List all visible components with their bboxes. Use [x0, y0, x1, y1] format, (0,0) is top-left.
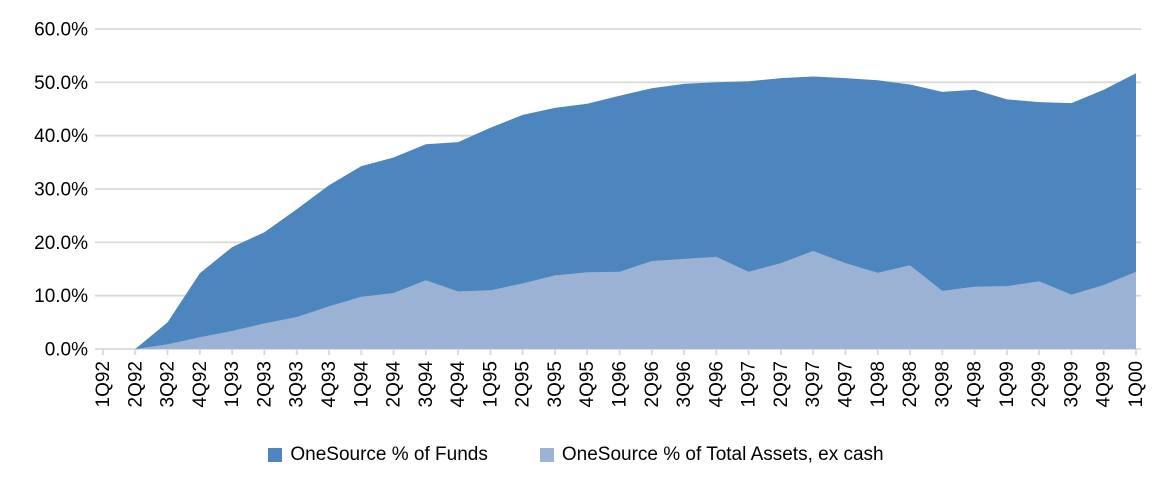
x-axis-tick-label: 1Q94	[351, 361, 372, 408]
x-axis-tick-label: 3Q92	[158, 361, 179, 407]
x-axis-tick-label: 4Q94	[448, 361, 469, 408]
x-axis-tick-label: 2Q92	[125, 361, 146, 407]
area-series-1	[103, 250, 1136, 349]
x-axis-tick-label: 3Q96	[674, 361, 695, 407]
x-axis-tick-label: 1Q00	[1126, 361, 1147, 407]
x-axis-tick-label: 4Q99	[1094, 361, 1115, 407]
x-axis-tick-label: 2Q95	[513, 361, 534, 407]
x-axis-tick-label: 1Q96	[610, 361, 631, 407]
x-axis-tick-label: 3Q97	[803, 361, 824, 407]
legend-item-funds: OneSource % of Funds	[268, 444, 488, 466]
x-axis-tick-label: 3Q99	[1061, 361, 1082, 407]
x-axis-tick-label: 1Q93	[222, 361, 243, 407]
legend-item-total-assets: OneSource % of Total Assets, ex cash	[539, 444, 884, 466]
x-axis-tick-label: 3Q95	[545, 361, 566, 407]
x-axis-tick-label: 1Q98	[868, 361, 889, 407]
legend-label-funds: OneSource % of Funds	[290, 444, 488, 465]
x-axis-tick-label: 4Q95	[577, 361, 598, 407]
y-axis-tick-label: 60.0%	[34, 20, 88, 41]
y-axis-tick-label: 10.0%	[34, 286, 88, 307]
legend-label-total-assets: OneSource % of Total Assets, ex cash	[561, 444, 884, 465]
y-axis-tick-label: 20.0%	[34, 233, 88, 254]
x-axis-tick-label: 4Q93	[319, 361, 340, 407]
y-axis-tick-label: 40.0%	[34, 126, 88, 147]
x-axis-tick-label: 2Q96	[642, 361, 663, 407]
y-axis-tick-label: 0.0%	[45, 340, 88, 361]
x-axis-tick-label: 4Q96	[706, 361, 727, 407]
legend-swatch-total-assets-icon	[539, 448, 554, 462]
area-chart: 0.0% 10.0% 20.0% 30.0% 40.0% 50.0% 60.0% 1Q92 2Q…	[34, 20, 1147, 408]
x-axis-tick-label: 1Q95	[480, 361, 501, 407]
y-axis-tick-label: 30.0%	[34, 180, 88, 201]
x-axis-tick-label: 4Q92	[190, 361, 211, 407]
x-axis-tick-label: 2Q93	[254, 361, 275, 407]
x-axis-tick-label: 2Q98	[900, 361, 921, 407]
x-axis-tick-label: 3Q93	[287, 361, 308, 407]
x-axis-tick-label: 1Q97	[739, 361, 760, 407]
y-axis-tick-label: 50.0%	[34, 73, 88, 94]
legend: OneSource % of Funds OneSource % of Tota…	[0, 438, 1152, 472]
legend-swatch-funds-icon	[268, 448, 283, 462]
x-axis-tick-label: 1Q92	[93, 361, 114, 407]
x-axis-tick-label: 2Q99	[1029, 361, 1050, 407]
x-axis-tick-label: 2Q97	[771, 361, 792, 407]
x-axis-tick-label: 2Q94	[384, 361, 405, 408]
x-axis-tick-label: 3Q94	[416, 361, 437, 408]
x-axis-tick-label: 4Q97	[835, 361, 856, 407]
x-axis-tick-label: 3Q98	[932, 361, 953, 407]
x-axis-tick-label: 1Q99	[997, 361, 1018, 407]
x-axis-tick-label: 4Q98	[965, 361, 986, 407]
